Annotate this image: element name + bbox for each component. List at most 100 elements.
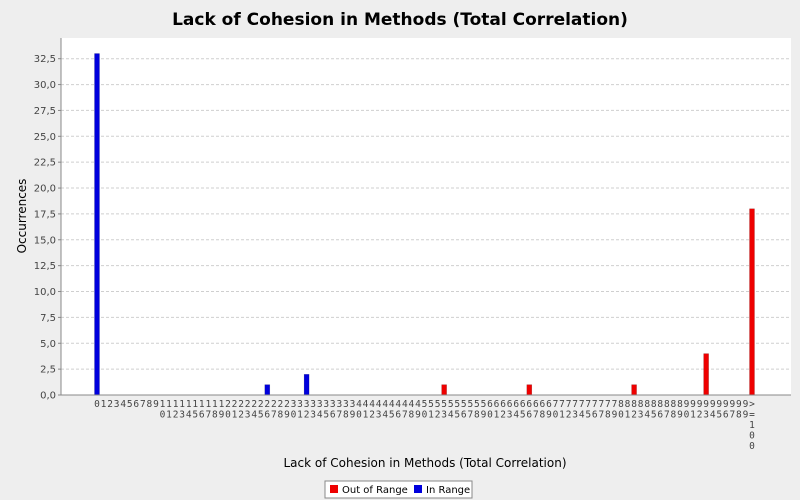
y-tick-label: 20,0 [34,184,56,195]
plot-area [61,38,791,395]
y-axis-ticks: 0,0 2,5 5,0 7,5 10,0 12,5 15,0 17,5 20,0 22,5 25,0… [34,54,61,402]
legend-label-in-range: In Range [426,485,470,496]
x-tick-label: 7 [140,399,146,410]
y-tick-label: 30,0 [34,80,56,91]
x-tick-label: 0 [94,399,100,410]
y-tick-label: 2,5 [40,365,56,376]
x-tick-label: > = 1 0 0 [749,399,755,452]
x-tick-label: 4 [120,399,126,410]
bar-out-of-range [749,208,755,396]
x-tick-label: 6 [133,399,139,410]
x-tick-label: 2 [107,399,113,410]
y-tick-label: 15,0 [34,235,56,246]
y-tick-label: 12,5 [34,261,56,272]
x-axis-ticks: 0 1 2 3 4 5 6 7 8 9 1 01 11 21 31 41 51 61 71 81 92 02 12 22 32 4… [94,399,755,452]
y-tick-label: 17,5 [34,209,56,220]
y-tick-label: 27,5 [34,106,56,117]
grid-lines [61,58,791,370]
legend-swatch-out-of-range [330,485,338,493]
x-tick-label: 5 [127,399,133,410]
bar-in-range [303,374,310,396]
y-tick-label: 5,0 [40,339,56,350]
legend: Out of Range In Range [324,480,473,499]
bar-out-of-range [703,353,709,396]
bar-out-of-range [441,384,447,396]
bars [94,53,755,396]
y-tick-label: 25,0 [34,132,56,143]
y-axis-title: Occurrences [15,179,29,254]
y-tick-label: 22,5 [34,158,56,169]
